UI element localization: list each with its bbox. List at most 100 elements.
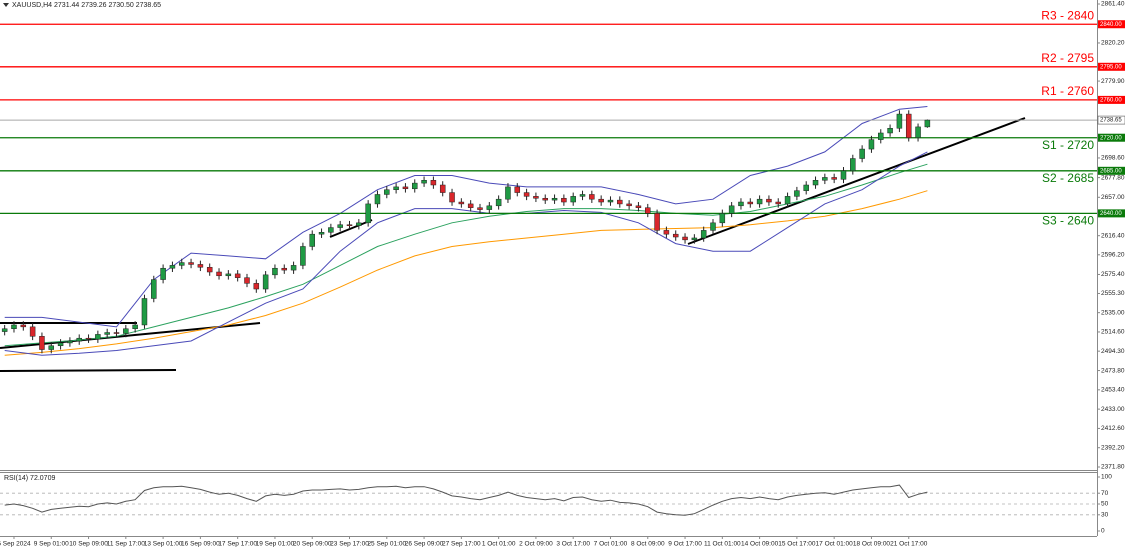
candle-body — [169, 265, 176, 269]
level-tag-label: 2720.00 — [1100, 135, 1122, 141]
level-tag-label: 2760.00 — [1100, 97, 1122, 103]
indicator-line — [4, 106, 928, 328]
x-tick-label: 2 Oct 09:00 — [519, 541, 553, 548]
y-tick-label: 2575.40 — [1101, 271, 1125, 278]
candle-body — [20, 324, 27, 328]
candle-body — [244, 277, 250, 284]
current-price-tag — [1097, 115, 1125, 125]
candle-body — [272, 267, 278, 276]
candle-body — [831, 177, 837, 180]
level-tag — [1098, 133, 1125, 142]
x-tick-label: 21 Oct 17:00 — [890, 541, 928, 548]
candle-body — [905, 113, 912, 138]
candle-body — [225, 273, 232, 277]
candle-body — [430, 180, 437, 186]
level-tag — [1098, 95, 1125, 104]
candle-body — [39, 336, 45, 350]
y-tick-label: 0 — [1101, 528, 1105, 535]
x-tick-label: 8 Oct 09:00 — [631, 541, 665, 548]
candle-body — [794, 190, 800, 197]
candle-body — [458, 201, 465, 205]
candle-body — [132, 324, 138, 329]
y-tick-label: 100 — [1101, 474, 1112, 481]
candle-body — [113, 332, 120, 334]
x-tick-label: 26 Sep 09:00 — [405, 541, 444, 548]
candle-body — [850, 158, 856, 172]
level-label: S2 - 2685 — [1042, 171, 1094, 185]
candle-body — [626, 203, 632, 207]
level-label: R3 - 2840 — [1041, 8, 1094, 22]
candle-body — [551, 197, 558, 201]
candle-body — [635, 205, 642, 208]
candle-body — [915, 126, 921, 138]
x-tick-label: 17 Oct 01:00 — [816, 541, 854, 548]
x-tick-label: 9 Oct 17:00 — [668, 541, 702, 548]
y-tick-label: 2820.20 — [1101, 40, 1125, 47]
candle-body — [570, 196, 576, 203]
x-tick-label: 20 Sep 09:00 — [293, 541, 332, 548]
level-tag-label: 2840.00 — [1100, 22, 1122, 28]
y-tick-label: 2596.20 — [1101, 252, 1125, 259]
candle-body — [412, 182, 418, 190]
candle-body — [859, 148, 865, 159]
x-tick-label: 13 Sep 01:00 — [144, 541, 183, 548]
candle-body — [262, 274, 269, 290]
candle-body — [840, 170, 847, 180]
y-tick-label: 2412.60 — [1101, 425, 1125, 432]
candle-body — [766, 198, 772, 203]
x-tick-label: 11 Sep 17:00 — [107, 541, 146, 548]
candle-body — [216, 271, 222, 277]
y-tick-label: 2677.80 — [1101, 174, 1125, 181]
y-tick-label: 2494.30 — [1101, 348, 1125, 355]
candle-body — [486, 205, 493, 210]
trend-line — [0, 369, 177, 372]
candle-body — [300, 246, 306, 266]
candle-body — [645, 207, 651, 214]
candle-body — [728, 205, 735, 214]
x-tick-label: 9 Sep 01:00 — [34, 541, 69, 548]
candle-body — [523, 192, 530, 197]
y-tick-label: 2698.60 — [1101, 155, 1125, 162]
level-label: S3 - 2640 — [1042, 214, 1094, 228]
y-tick-label: 2453.40 — [1101, 387, 1125, 394]
candle-body — [188, 262, 194, 265]
y-tick-label: 2433.00 — [1101, 406, 1125, 413]
level-label: R1 - 2760 — [1041, 84, 1094, 98]
x-tick-label: 25 Sep 01:00 — [367, 541, 406, 548]
candle-body — [495, 198, 502, 207]
x-tick-label: 10 Sep 09:00 — [69, 541, 108, 548]
candle-body — [206, 267, 213, 273]
candle-body — [253, 283, 260, 290]
level-tag-label: 2795.00 — [1100, 64, 1122, 70]
y-tick-label: 50 — [1101, 501, 1109, 508]
candle-body — [514, 186, 521, 193]
trend-line — [329, 219, 373, 238]
candle-body — [1, 328, 8, 332]
candle-body — [887, 128, 893, 134]
candle-body — [896, 113, 903, 129]
symbol-menu-icon — [3, 3, 9, 7]
candle-body — [868, 139, 875, 150]
y-tick-label: 2473.80 — [1101, 367, 1125, 374]
candle-body — [328, 227, 334, 233]
x-tick-label: 23 Sep 17:00 — [330, 541, 369, 548]
x-tick-label: 5 Sep 2024 — [0, 541, 31, 548]
candle-body — [589, 194, 595, 200]
candle-body — [719, 213, 726, 224]
candle-body — [356, 222, 362, 226]
y-tick-label: 2371.80 — [1101, 464, 1125, 471]
candle-body — [533, 196, 539, 199]
candle-body — [160, 267, 166, 280]
candle-body — [878, 132, 884, 140]
candle-body — [542, 197, 548, 201]
candle-body — [95, 334, 101, 340]
candle-body — [682, 236, 688, 241]
candle-body — [11, 324, 17, 329]
candle-body — [67, 340, 73, 344]
candle-body — [672, 233, 679, 238]
x-tick-label: 19 Sep 01:00 — [256, 541, 295, 548]
candle-body — [346, 224, 353, 226]
x-tick-label: 17 Sep 17:00 — [218, 541, 257, 548]
candle-body — [337, 224, 343, 228]
candle-body — [318, 232, 325, 235]
